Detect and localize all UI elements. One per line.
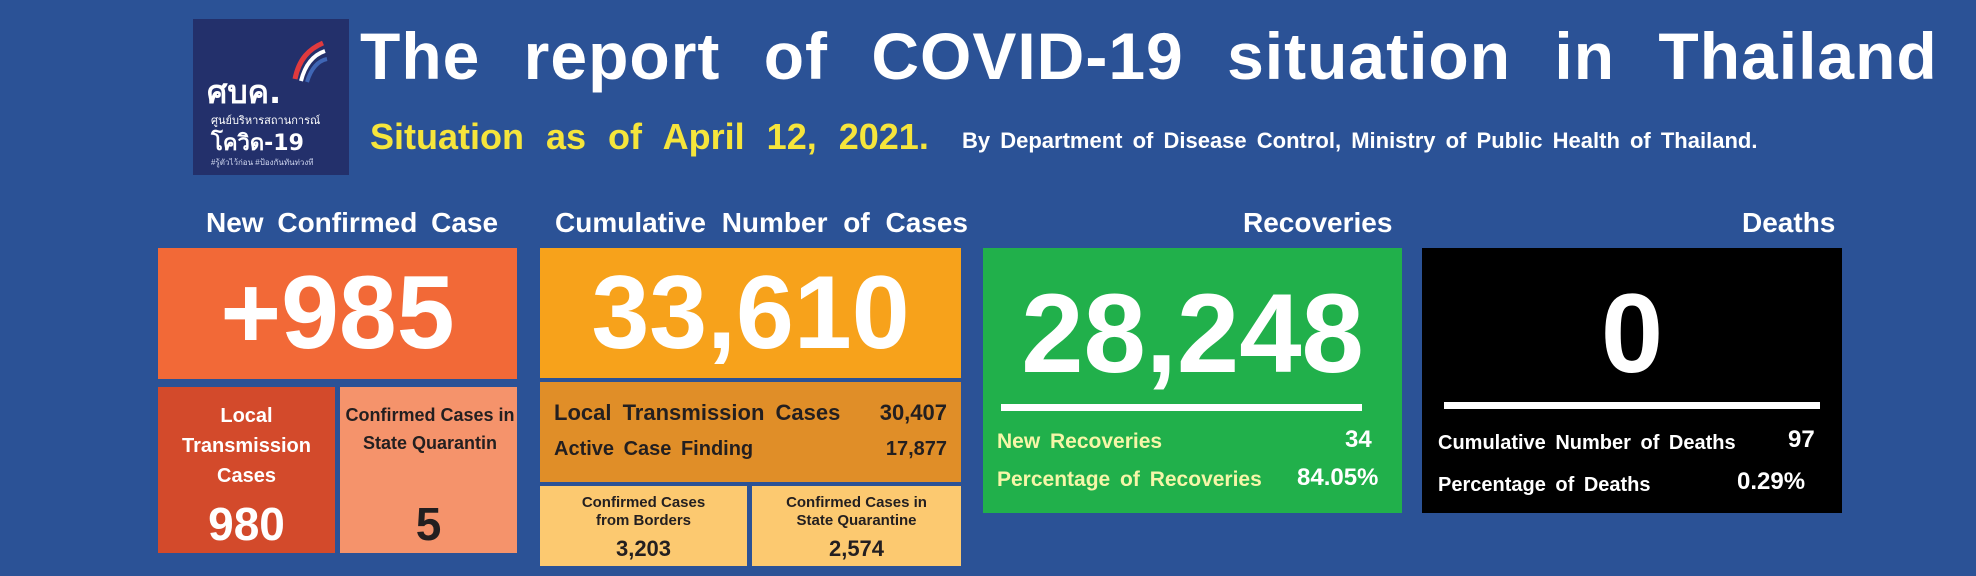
flag-ribbon-icon — [292, 40, 328, 83]
recoveries-panel: 28,248 New Recoveries 34 Percentage of R… — [983, 248, 1402, 513]
logo-line1: ศูนย์บริหารสถานการณ์ — [211, 115, 321, 127]
state-quarantine-panel: Confirmed Cases in State Quarantin 5 — [340, 387, 517, 553]
recoveries-divider — [1001, 404, 1362, 411]
page-title: The report of COVID-19 situation in Thai… — [360, 19, 1938, 93]
cumulative-quarantine-value: 2,574 — [828, 536, 885, 561]
borders-panel: Confirmed Cases from Borders 3,203 — [540, 486, 747, 566]
local-transmission-label: Local Transmission Cases — [182, 405, 311, 487]
recovery-percentage-value: 84.05% — [1297, 464, 1379, 491]
state-quarantine-value: 5 — [415, 498, 442, 550]
new-recoveries-label: New Recoveries — [997, 430, 1163, 453]
cumulative-quarantine-panel: Confirmed Cases in State Quarantine 2,57… — [752, 486, 961, 566]
local-transmission-value: 980 — [208, 498, 285, 550]
new-recoveries-value: 34 — [1345, 426, 1372, 453]
sbk-logo: ศบค. ศูนย์บริหารสถานการณ์ โควิด-19 #รู้ต… — [193, 19, 349, 175]
new-confirmed-heading: New Confirmed Case — [206, 207, 499, 238]
situation-date: Situation as of April 12, 2021. — [370, 116, 929, 157]
local-transmission-panel: Local Transmission Cases 980 — [158, 387, 335, 553]
state-quarantine-label: Confirmed Cases in State Quarantin — [345, 405, 515, 453]
cumulative-deaths-label: Cumulative Number of Deaths — [1438, 432, 1736, 454]
deaths-panel: 0 Cumulative Number of Deaths 97 Percent… — [1422, 248, 1842, 513]
new-confirmed-panel: +985 — [158, 248, 517, 379]
death-percentage-label: Percentage of Deaths — [1438, 474, 1651, 496]
active-case-finding-label: Active Case Finding — [554, 438, 754, 460]
cumulative-local-label: Local Transmission Cases — [554, 400, 841, 425]
logo-tagline: #รู้ตัวไว้ก่อน #ป้องกันทันท่วงที — [211, 158, 314, 167]
borders-label: Confirmed Cases from Borders — [581, 494, 706, 529]
deaths-value: 0 — [1600, 271, 1664, 396]
new-confirmed-value: +985 — [220, 255, 455, 371]
death-percentage-value: 0.29% — [1737, 468, 1806, 495]
recoveries-heading: Recoveries — [1243, 207, 1393, 238]
cumulative-panel: 33,610 — [540, 248, 961, 378]
active-case-finding-value: 17,877 — [885, 438, 947, 460]
cumulative-quarantine-label: Confirmed Cases in State Quarantine — [786, 494, 927, 529]
cumulative-breakdown-panel: Local Transmission Cases 30,407 Active C… — [540, 382, 961, 482]
deaths-divider — [1444, 402, 1820, 409]
source-byline: By Department of Disease Control, Minist… — [962, 128, 1758, 153]
borders-value: 3,203 — [615, 536, 672, 561]
deaths-heading: Deaths — [1742, 207, 1836, 238]
cumulative-heading: Cumulative Number of Cases — [555, 207, 968, 238]
logo-name: ศบค. — [207, 73, 282, 111]
logo-line2: โควิด-19 — [211, 131, 304, 156]
recoveries-value: 28,248 — [1021, 271, 1364, 396]
recovery-percentage-label: Percentage of Recoveries — [997, 468, 1262, 491]
cumulative-value: 33,610 — [591, 255, 910, 371]
cumulative-local-value: 30,407 — [879, 400, 947, 425]
cumulative-deaths-value: 97 — [1788, 426, 1815, 453]
